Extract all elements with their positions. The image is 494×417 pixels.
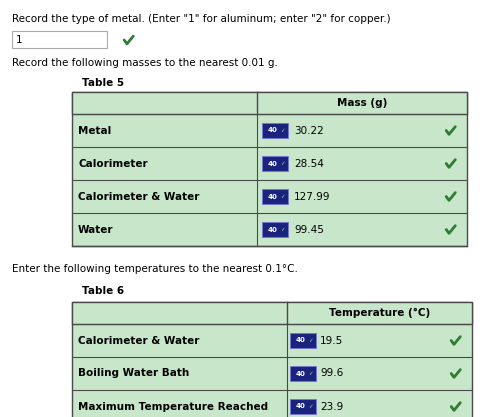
Text: 30.22: 30.22: [294, 126, 324, 136]
Text: 1: 1: [16, 35, 23, 45]
Text: ✓: ✓: [280, 128, 285, 133]
Bar: [290, 333, 316, 348]
Text: ✓: ✓: [280, 161, 285, 166]
Text: Record the type of metal. (Enter "1" for aluminum; enter "2" for copper.): Record the type of metal. (Enter "1" for…: [12, 14, 391, 24]
Text: Record the following masses to the nearest 0.01 g.: Record the following masses to the neare…: [12, 58, 278, 68]
Text: Calorimeter & Water: Calorimeter & Water: [78, 336, 200, 346]
Bar: [12, 31, 107, 48]
Bar: [290, 366, 316, 381]
Bar: [262, 156, 288, 171]
Text: 40: 40: [296, 337, 306, 344]
Bar: [290, 399, 316, 414]
Text: Mass (g): Mass (g): [337, 98, 387, 108]
Bar: [72, 302, 472, 417]
Text: Calorimeter & Water: Calorimeter & Water: [78, 191, 200, 201]
Text: Water: Water: [78, 224, 114, 234]
Text: Maximum Temperature Reached: Maximum Temperature Reached: [78, 402, 268, 412]
Text: Boiling Water Bath: Boiling Water Bath: [78, 369, 189, 379]
Text: Calorimeter: Calorimeter: [78, 158, 148, 168]
Text: 40: 40: [296, 370, 306, 377]
Text: 40: 40: [268, 226, 278, 233]
Text: 28.54: 28.54: [294, 158, 324, 168]
Text: Enter the following temperatures to the nearest 0.1°C.: Enter the following temperatures to the …: [12, 264, 298, 274]
Text: ✓: ✓: [280, 227, 285, 232]
Text: ✓: ✓: [308, 404, 313, 409]
Bar: [262, 222, 288, 237]
Text: ✓: ✓: [280, 194, 285, 199]
Bar: [72, 92, 467, 246]
Bar: [262, 189, 288, 204]
Text: 40: 40: [268, 161, 278, 166]
Text: 99.45: 99.45: [294, 224, 324, 234]
Text: 40: 40: [296, 404, 306, 409]
Text: 40: 40: [268, 193, 278, 199]
Text: 19.5: 19.5: [320, 336, 343, 346]
Text: Temperature (°C): Temperature (°C): [329, 308, 430, 318]
Text: 99.6: 99.6: [320, 369, 343, 379]
Text: 40: 40: [268, 128, 278, 133]
Text: 23.9: 23.9: [320, 402, 343, 412]
Text: Table 6: Table 6: [82, 286, 124, 296]
Text: Table 5: Table 5: [82, 78, 124, 88]
Text: Metal: Metal: [78, 126, 111, 136]
Text: ✓: ✓: [308, 371, 313, 376]
Bar: [262, 123, 288, 138]
Text: ✓: ✓: [308, 338, 313, 343]
Bar: [72, 92, 467, 114]
Bar: [72, 302, 472, 324]
Text: 127.99: 127.99: [294, 191, 330, 201]
